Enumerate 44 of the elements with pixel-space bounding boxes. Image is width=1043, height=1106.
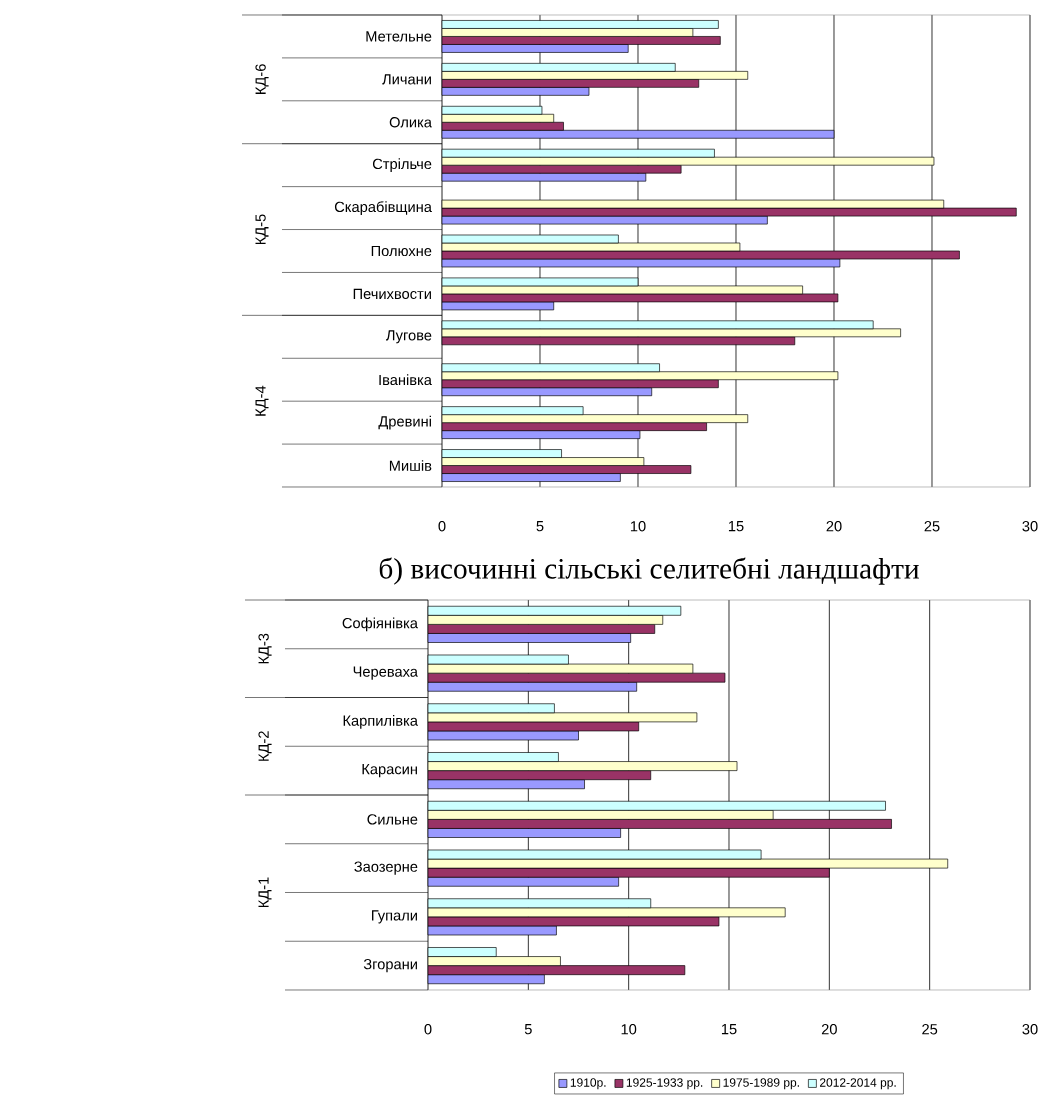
legend-label: 1975-1989 рр.	[723, 1078, 800, 1090]
text: КД-2	[258, 731, 272, 761]
x-tick-label: 5	[525, 1024, 532, 1035]
y-tick-label: Лугове	[386, 330, 432, 344]
y-tick-label: Гупали	[372, 910, 418, 924]
y-tick-label: Сильне	[367, 814, 418, 825]
y-tick-label: Софіянівка	[342, 617, 419, 632]
y-tick-label: Мишів	[390, 460, 432, 471]
x-tick-label: 0	[438, 521, 446, 532]
text: КД-1	[258, 877, 272, 908]
x-tick-label: 30	[1022, 521, 1038, 532]
y-tick-label: Карпилівка	[343, 715, 419, 729]
x-tick-label: 20	[826, 521, 842, 532]
y-tick-label: Скарабівщина	[335, 201, 433, 215]
text: КД-6	[255, 64, 269, 94]
x-tick-label: 25	[922, 1024, 938, 1035]
legend-label: 2012-2014 рр.	[820, 1078, 896, 1090]
y-tick-label: Стрільче	[373, 158, 432, 172]
y-tick-label: Полюхне	[371, 245, 432, 257]
y-tick-label: Печихвости	[353, 288, 432, 300]
legend-label: 1925-1933 рр.	[627, 1078, 703, 1090]
y-tick-label: Метельне	[366, 31, 432, 42]
y-tick-label: Череваха	[353, 666, 419, 680]
x-tick-label: 15	[729, 521, 744, 532]
x-tick-label: 30	[1022, 1024, 1038, 1035]
x-tick-label: 10	[621, 1024, 637, 1035]
legend-label: 1910р.	[571, 1078, 606, 1090]
text: КД-3	[258, 633, 272, 664]
x-tick-label: 15	[722, 1024, 737, 1035]
y-tick-label: Олика	[389, 117, 433, 128]
y-tick-label: Іванівка	[379, 374, 433, 386]
chart-title: б) височинні сільські селитебні ландшафти	[379, 557, 920, 585]
text: КД-5	[255, 214, 269, 245]
x-tick-label: 20	[822, 1024, 838, 1035]
text: КД-4	[255, 385, 269, 416]
x-tick-label: 10	[631, 521, 646, 532]
x-tick-label: 5	[536, 521, 544, 532]
x-tick-label: 0	[424, 1024, 432, 1035]
y-tick-label: Личани	[382, 74, 432, 85]
y-tick-label: Карасин	[362, 764, 418, 778]
y-tick-label: Заозерне	[354, 861, 418, 875]
y-tick-label: Згорани	[363, 958, 418, 973]
y-tick-label: Древині	[378, 415, 432, 430]
x-tick-label: 25	[924, 521, 940, 532]
